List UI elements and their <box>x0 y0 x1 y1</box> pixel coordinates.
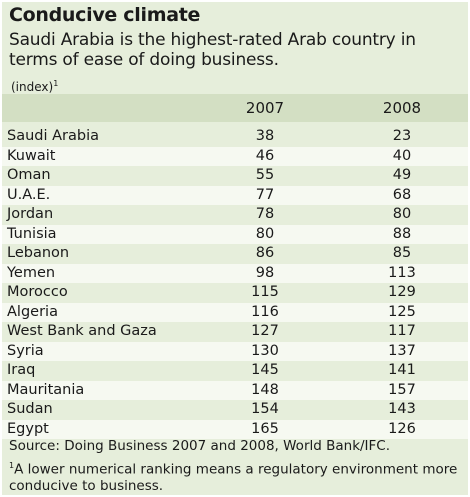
value-2007: 38 <box>255 128 275 144</box>
value-2007: 145 <box>251 362 279 378</box>
country-label: Sudan <box>7 401 53 417</box>
value-2007: 116 <box>251 303 279 320</box>
value-2007: 98 <box>255 264 275 281</box>
value-2007: 55 <box>255 167 275 183</box>
country-label: Morocco <box>7 284 68 300</box>
country-label: Lebanon <box>7 245 70 261</box>
chart-subtitle: Saudi Arabia is the highest-rated Arab c… <box>9 30 416 70</box>
unit-footnote-mark: 1 <box>53 79 59 88</box>
value-2008: 137 <box>388 342 416 359</box>
table-row: Oman 55 49 <box>2 166 468 186</box>
country-label: Yemen <box>7 264 56 281</box>
value-2008: 125 <box>388 303 416 320</box>
value-2007: 165 <box>251 420 279 437</box>
country-label: Syria <box>7 342 44 359</box>
country-label: Iraq <box>7 362 36 378</box>
table-row: Egypt 165 126 <box>2 419 468 439</box>
footnote: 1A lower numerical ranking means a regul… <box>9 458 464 494</box>
value-2007: 77 <box>255 186 275 203</box>
table-row: Iraq 145 141 <box>2 361 468 381</box>
value-2008: 80 <box>392 206 412 222</box>
unit-label: (index)1 <box>11 79 58 94</box>
value-2007: 127 <box>251 323 279 339</box>
country-label: West Bank and Gaza <box>7 323 157 339</box>
value-2008: 113 <box>388 264 416 281</box>
country-label: Saudi Arabia <box>7 128 100 144</box>
footnote-mark: 1 <box>9 461 15 470</box>
country-label: Egypt <box>7 420 49 437</box>
country-label: Algeria <box>7 303 58 320</box>
value-2008: 126 <box>388 420 416 437</box>
table-body: Saudi Arabia 38 23 Kuwait 46 40 Oman 55 49 U.A.E.… <box>2 127 468 439</box>
value-2008: 85 <box>392 245 412 261</box>
table-row: West Bank and Gaza 127 117 <box>2 322 468 342</box>
value-2007: 46 <box>255 147 275 164</box>
table-row: Algeria 116 125 <box>2 302 468 322</box>
table-row: Yemen 98 113 <box>2 263 468 283</box>
country-label: Tunisia <box>7 225 57 242</box>
table-row: Saudi Arabia 38 23 <box>2 127 468 147</box>
value-2008: 68 <box>392 186 412 203</box>
value-2008: 143 <box>388 401 416 417</box>
table-row: U.A.E. 77 68 <box>2 185 468 205</box>
country-label: Jordan <box>7 206 54 222</box>
value-2007: 86 <box>255 245 275 261</box>
country-label: Kuwait <box>7 147 56 164</box>
table-row: Morocco 115 129 <box>2 283 468 303</box>
value-2007: 80 <box>255 225 275 242</box>
table-row: Lebanon 86 85 <box>2 244 468 264</box>
value-2008: 129 <box>388 284 416 300</box>
value-2008: 141 <box>388 362 416 378</box>
unit-label-text: (index) <box>11 80 54 94</box>
footnote-text: A lower numerical ranking means a regula… <box>9 461 458 494</box>
country-label: Oman <box>7 167 51 183</box>
value-2008: 88 <box>392 225 412 242</box>
value-2007: 148 <box>251 381 279 398</box>
value-2008: 49 <box>392 167 412 183</box>
column-header-2007: 2007 <box>245 99 285 117</box>
value-2007: 115 <box>251 284 279 300</box>
table-row: Syria 130 137 <box>2 341 468 361</box>
country-label: U.A.E. <box>7 186 51 203</box>
value-2007: 78 <box>255 206 275 222</box>
value-2008: 40 <box>392 147 412 164</box>
column-header-2008: 2008 <box>382 99 422 117</box>
chart-title: Conducive climate <box>9 4 201 26</box>
source-note: Source: Doing Business 2007 and 2008, Wo… <box>9 438 391 454</box>
table-row: Jordan 78 80 <box>2 205 468 225</box>
table-row: Mauritania 148 157 <box>2 380 468 400</box>
value-2008: 117 <box>388 323 416 339</box>
table-row: Kuwait 46 40 <box>2 146 468 166</box>
value-2007: 130 <box>251 342 279 359</box>
column-header-band <box>2 94 468 122</box>
table-row: Tunisia 80 88 <box>2 224 468 244</box>
table-row: Sudan 154 143 <box>2 400 468 420</box>
value-2008: 157 <box>388 381 416 398</box>
country-label: Mauritania <box>7 381 85 398</box>
value-2007: 154 <box>251 401 279 417</box>
value-2008: 23 <box>392 128 412 144</box>
